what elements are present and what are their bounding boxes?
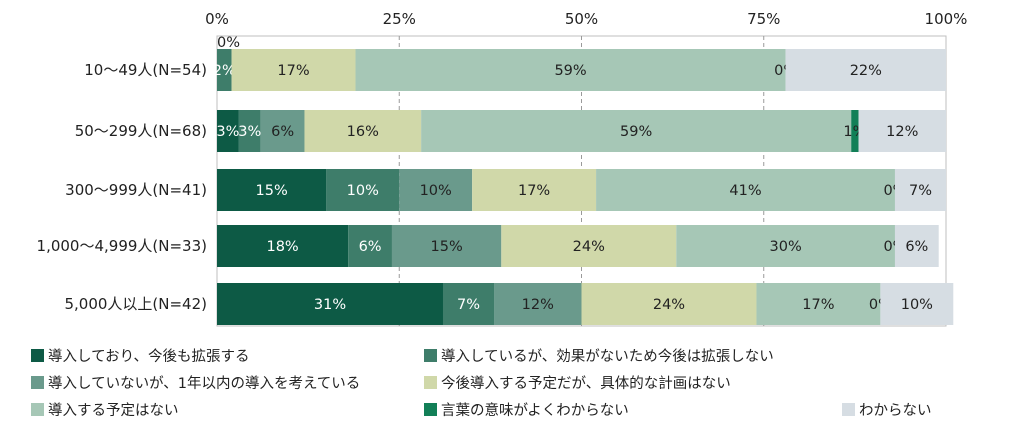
x-tick-label: 75%	[747, 10, 780, 28]
legend-label: 導入していないが、1年以内の導入を考えている	[48, 375, 361, 392]
category-label: 50～299人(N=68)	[75, 122, 207, 140]
bar-segment	[399, 169, 473, 211]
bar-segment	[217, 225, 349, 267]
x-tick-label: 25%	[383, 10, 416, 28]
legend-label: 導入する予定はない	[48, 402, 179, 419]
data-label: 2%	[213, 63, 236, 79]
bar-segment	[217, 110, 239, 152]
legend-item: 言葉の意味がよくわからない	[424, 399, 629, 419]
legend-label: 導入しているが、効果がないため今後は拡張しない	[441, 348, 774, 365]
bar-segment	[894, 225, 939, 267]
data-label: 16%	[347, 124, 379, 140]
category-label: 1,000～4,999人(N=33)	[37, 237, 207, 255]
bar-segment	[217, 169, 327, 211]
chart-plot: 0% 25% 50% 75% 100% 10～49人(N=54) 50～299人(N=68)…	[37, 10, 968, 327]
category-label: 5,000人以上(N=42)	[64, 295, 207, 313]
category-label: 300～999人(N=41)	[65, 181, 207, 199]
legend-item: 導入していないが、1年以内の導入を考えている	[31, 372, 360, 392]
legend-item: 導入しており、今後も拡張する	[31, 345, 250, 365]
legend-swatch	[31, 348, 44, 362]
bar-segment	[858, 110, 946, 152]
legend-swatch	[424, 402, 437, 416]
bar-segment	[472, 169, 597, 211]
bar-segment	[880, 283, 954, 325]
data-label: 17%	[518, 183, 550, 199]
data-label: 59%	[554, 63, 586, 79]
legend-swatch	[31, 375, 44, 389]
legend-swatch	[424, 348, 437, 362]
data-label: 22%	[850, 63, 882, 79]
bar-segment	[676, 225, 895, 267]
legend-swatch	[31, 402, 44, 416]
bar-segment	[494, 283, 582, 325]
data-label: 7%	[457, 297, 480, 313]
bar-segment	[355, 49, 786, 91]
bar-segment	[238, 110, 261, 152]
data-label: 15%	[431, 239, 463, 255]
data-label: 12%	[886, 124, 918, 140]
x-tick-label: 0%	[205, 10, 229, 28]
data-label: 7%	[909, 183, 932, 199]
bar-segment	[391, 225, 502, 267]
data-label: 6%	[905, 239, 928, 255]
data-label: 10%	[347, 183, 379, 199]
data-label: 24%	[653, 297, 685, 313]
data-label: 24%	[573, 239, 605, 255]
data-label: 12%	[522, 297, 554, 313]
legend-swatch	[842, 402, 855, 416]
x-tick-label: 50%	[565, 10, 598, 28]
bar-segment	[304, 110, 422, 152]
bar-segment	[217, 283, 443, 325]
legend-item: 導入しているが、効果がないため今後は拡張しない	[424, 345, 774, 365]
data-label: 17%	[277, 63, 309, 79]
legend-item: 導入する予定はない	[31, 399, 179, 419]
bar-segment	[217, 49, 232, 91]
data-label: 15%	[256, 183, 288, 199]
bar-segment	[442, 283, 495, 325]
data-label: 6%	[271, 124, 294, 140]
bar-segment	[348, 225, 392, 267]
bar-segment	[421, 110, 852, 152]
legend-label: わからない	[859, 402, 932, 419]
data-label: 18%	[266, 239, 298, 255]
data-label: 10%	[420, 183, 452, 199]
data-label: 3%	[216, 124, 239, 140]
legend-swatch	[424, 375, 437, 389]
bar-segment	[260, 110, 305, 152]
x-tick-label: 100%	[925, 10, 968, 28]
legend-label: 導入しており、今後も拡張する	[48, 348, 250, 365]
data-label: 0%	[217, 35, 240, 51]
bar-segment	[326, 169, 400, 211]
bar-segment	[785, 49, 946, 91]
legend-label: 今後導入する予定だが、具体的な計画はない	[441, 375, 731, 392]
category-label: 10～49人(N=54)	[84, 61, 207, 79]
data-label: 6%	[359, 239, 382, 255]
bar-segment	[231, 49, 356, 91]
chart-legend: 導入しており、今後も拡張する 導入しているが、効果がないため今後は拡張しない導入し…	[0, 343, 1030, 429]
legend-item: わからない	[842, 399, 932, 419]
bar-segment	[501, 225, 677, 267]
bar-segment	[756, 283, 881, 325]
data-label: 59%	[620, 124, 652, 140]
data-label: 30%	[770, 239, 802, 255]
legend-item: 今後導入する予定だが、具体的な計画はない	[424, 372, 731, 392]
data-label: 17%	[802, 297, 834, 313]
bar-segment	[894, 169, 946, 211]
bar-segment	[596, 169, 895, 211]
data-label: 3%	[238, 124, 261, 140]
bar-segment	[581, 283, 757, 325]
data-label: 31%	[314, 297, 346, 313]
data-label: 10%	[901, 297, 933, 313]
legend-label: 言葉の意味がよくわからない	[441, 402, 629, 419]
bar-segment	[851, 110, 859, 152]
data-label: 41%	[729, 183, 761, 199]
